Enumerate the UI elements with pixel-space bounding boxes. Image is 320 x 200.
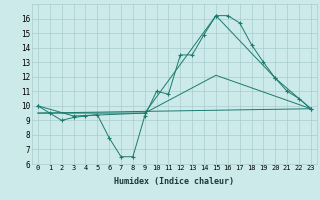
X-axis label: Humidex (Indice chaleur): Humidex (Indice chaleur) [115, 177, 234, 186]
